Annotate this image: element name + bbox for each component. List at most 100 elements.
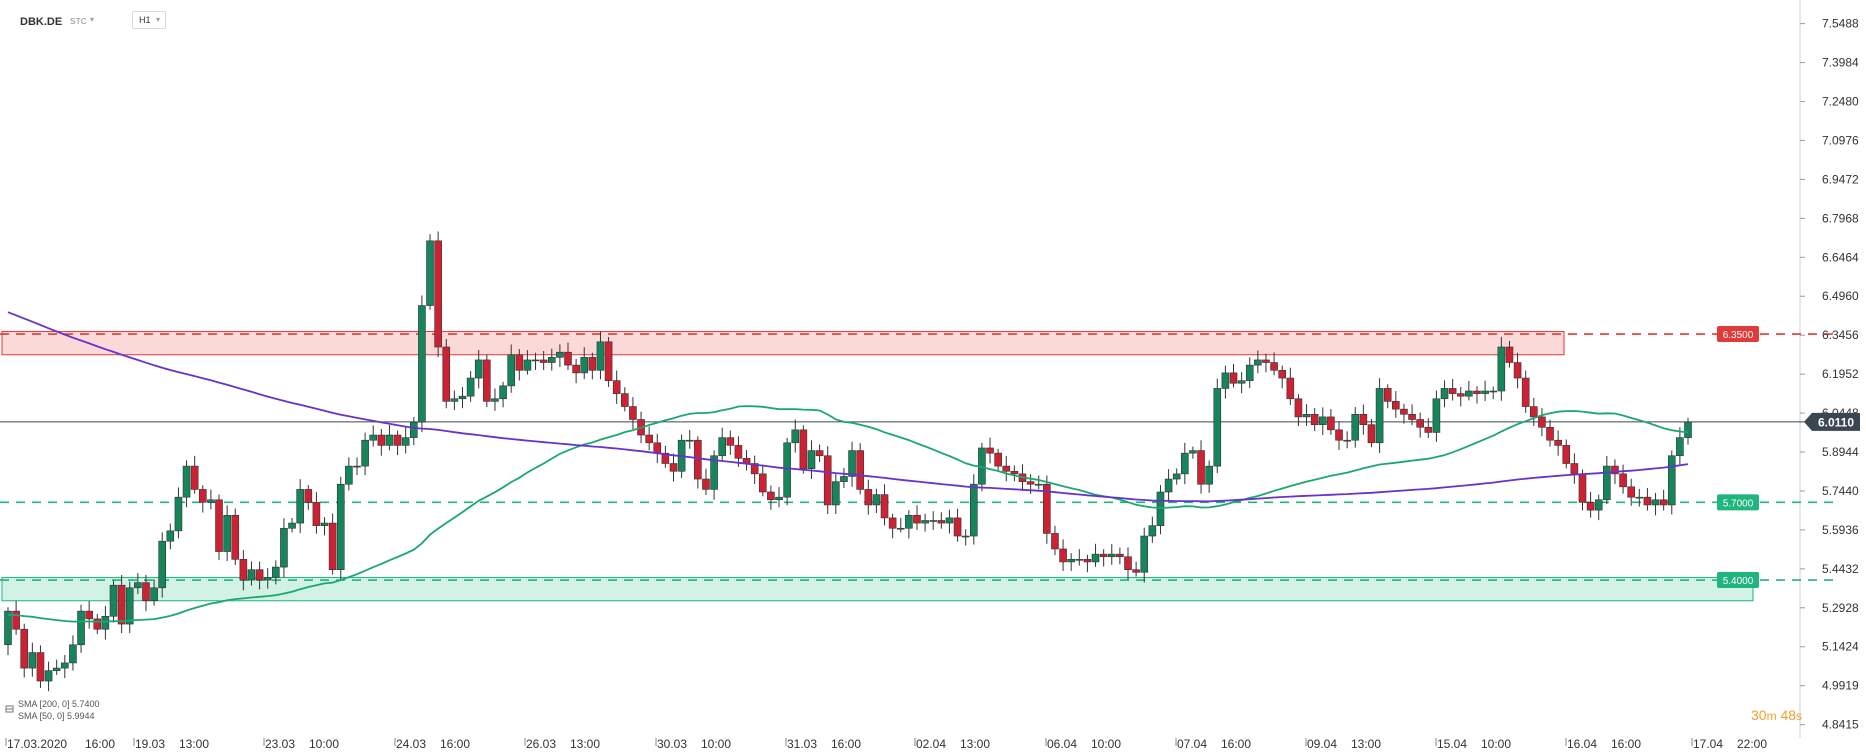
candle-body [142,582,150,602]
candle-body [1375,388,1384,444]
candle-body [1286,377,1295,400]
candle [718,427,727,462]
candle [1067,553,1075,571]
candle [1416,412,1424,438]
candle-body [1627,486,1635,498]
candle-body [1659,499,1668,506]
legend-sma200: SMA [200, 0] 5.7400 [18,699,100,709]
candle-body [815,450,824,457]
candle [710,450,718,500]
candle-body [961,535,970,538]
candle [1164,469,1173,502]
candle [767,485,775,510]
source-label: STC [70,17,87,26]
candle [182,460,191,508]
source-dropdown-icon[interactable]: ▾ [90,15,95,24]
candle-body [1400,408,1408,415]
candle-body [255,569,264,581]
candle-body [117,584,126,625]
candle-body [1335,429,1343,441]
resistance-zone [1,330,1565,356]
candle [791,419,800,453]
x-tick-label: 16:00 [1611,737,1641,751]
candle [1627,478,1635,506]
candle-body [474,359,483,379]
legend-icon [5,705,14,713]
sma-layer [7,311,1689,623]
candle [28,642,37,677]
candle-body [1099,553,1108,558]
candle-body [280,527,288,568]
y-tick-label: 6.6464 [1822,250,1859,264]
candle-body [1132,569,1140,573]
x-tick-label: 13:00 [179,737,209,751]
candle [775,487,783,508]
candle [336,476,345,581]
candle-body [848,450,856,477]
x-tick-label: 16.04 [1567,737,1597,751]
candle-body [1684,421,1692,438]
y-tick-label: 7.0976 [1822,133,1859,147]
candle [913,505,921,530]
candle-body [1051,533,1059,550]
candle [166,523,175,550]
candle-body [864,489,873,506]
candle [1132,561,1140,577]
candle [1262,353,1270,373]
candle-body [726,437,735,446]
candle-body [1440,388,1449,400]
x-tick-label: 09.04 [1307,737,1337,751]
candle [101,605,110,640]
candle-body [1245,364,1254,381]
candle-body [272,566,280,578]
candle-body [215,499,223,552]
candle [44,661,53,692]
candle [393,430,402,456]
x-tick-label: 16:00 [440,737,470,751]
timeframe-select[interactable]: H1 ▾ [132,11,166,29]
candle-body [1205,465,1213,485]
candle-body [1513,362,1522,379]
candle-body [1026,481,1035,485]
candle [426,234,434,310]
candle [523,350,532,375]
candle-body [1237,380,1246,384]
candle-body [1392,401,1400,410]
candle-body [1310,414,1319,425]
candle-body [1107,553,1116,558]
candle [588,352,597,380]
candle-body [239,559,248,581]
candle [401,427,410,454]
candle [564,342,572,371]
candle-body [1043,483,1051,534]
candle-body [694,439,702,480]
candle [961,529,970,546]
candle-body [1002,465,1011,472]
candle [612,370,621,404]
candles-layer [4,231,1692,692]
candle [361,432,369,476]
candle-body [491,398,499,402]
candle [117,575,126,634]
level-tag [1717,572,1759,589]
candle-body [1383,388,1392,402]
candle-body [1278,369,1287,379]
candle-body [166,530,175,542]
candle [799,425,808,474]
candle [832,474,840,514]
candle [36,645,45,688]
x-tick-label: 22:00 [1737,737,1767,751]
candle [125,581,134,634]
y-axis: 7.5488 7.3984 7.2480 7.0976 6.9472 6.7968 6.64… [1800,17,1859,732]
candle-body [247,569,256,581]
candle-body [823,455,832,506]
candle [353,457,361,476]
candle-body [1164,478,1173,493]
y-tick-label: 5.7440 [1822,484,1859,498]
x-axis: 17.03.2020 16:00 19.03 13:00 23.03 10:00 24.03… [5,737,1767,751]
candle-body [1229,372,1238,384]
candle [1327,409,1335,435]
candle-body [921,520,929,524]
candle-body [328,522,337,570]
